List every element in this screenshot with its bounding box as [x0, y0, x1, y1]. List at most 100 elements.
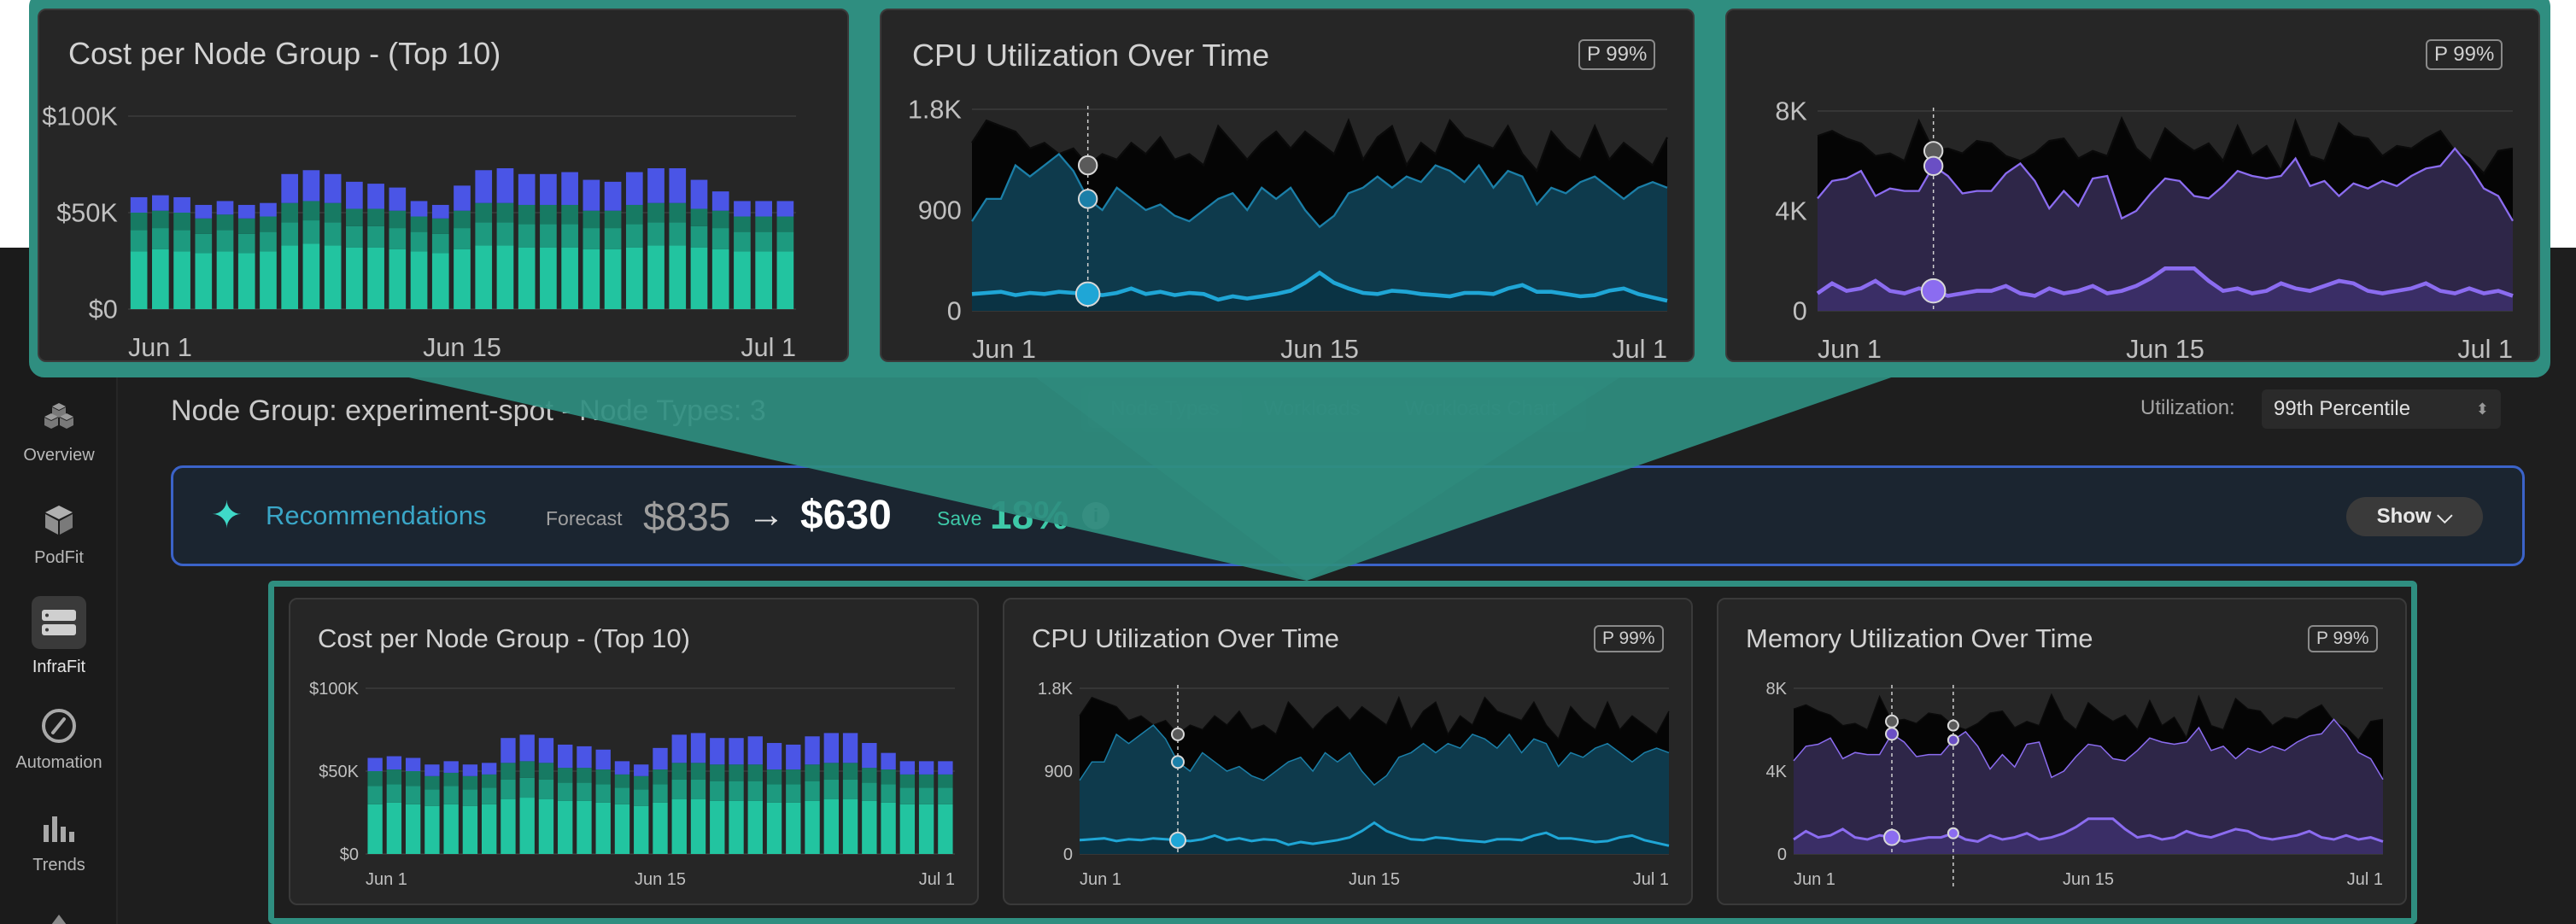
x-tick-label: Jul 1 — [1612, 335, 1667, 362]
bar — [216, 230, 234, 252]
series-area — [1080, 725, 1669, 854]
bar — [729, 764, 744, 781]
bar — [938, 787, 953, 804]
bar — [237, 204, 255, 219]
bar — [669, 245, 687, 309]
bar — [595, 749, 611, 770]
cursor-dot — [1077, 189, 1098, 209]
info-icon[interactable]: i — [1082, 502, 1109, 529]
bar — [595, 769, 611, 785]
recommendations-bar: ✦ Recommendations Forecast $835 → $630 S… — [171, 465, 2525, 566]
bar — [443, 804, 459, 854]
bar — [755, 216, 772, 232]
nav-item-podfit[interactable]: PodFit — [0, 502, 118, 568]
bar — [786, 802, 801, 854]
cubes-icon — [38, 400, 79, 437]
bar — [690, 208, 708, 226]
panel-title: CPU Utilization Over Time — [912, 38, 1270, 73]
bar — [653, 747, 668, 770]
x-tick-label: Jun 15 — [2126, 335, 2204, 362]
bar — [389, 249, 407, 309]
bar — [152, 228, 169, 249]
cost-chart: $0 $50K $100K Jun 1 Jun 15 Jul 1 — [309, 680, 955, 889]
bar — [496, 202, 514, 223]
bar — [324, 202, 342, 223]
bar — [755, 201, 772, 217]
bar — [475, 222, 493, 246]
bar — [237, 253, 255, 309]
bar — [424, 764, 440, 776]
bar — [367, 247, 384, 309]
bar — [595, 784, 611, 803]
nav-more-icon[interactable] — [51, 914, 67, 924]
bar — [481, 774, 497, 788]
bar — [501, 779, 516, 799]
bar — [518, 224, 536, 248]
chevron-down-icon: ⌵ — [2437, 505, 2453, 528]
y-tick-label: $50K — [319, 763, 359, 781]
nav-item-overview[interactable]: Overview — [0, 400, 118, 465]
bar — [367, 786, 383, 804]
bar — [634, 764, 649, 776]
bar — [842, 798, 858, 854]
bar — [152, 210, 169, 229]
bar — [324, 245, 342, 309]
tab-workloads-chart[interactable]: Workloads Chart — [1404, 397, 1557, 420]
y-tick-label: 8K — [1766, 680, 1788, 699]
bar — [577, 768, 592, 783]
y-tick-label: $0 — [340, 845, 359, 864]
bar — [431, 218, 449, 234]
bar — [481, 804, 497, 854]
utilization-select[interactable]: 99th Percentile ⬍ — [2262, 389, 2501, 429]
bar — [669, 222, 687, 246]
bar — [710, 781, 725, 801]
bar — [443, 772, 459, 787]
bar — [938, 804, 953, 854]
bar — [577, 800, 592, 854]
cursor-dot — [1947, 827, 1959, 839]
bar — [734, 201, 751, 217]
bar — [842, 763, 858, 780]
bar — [281, 202, 299, 223]
tab-node-types[interactable]: Node Types — [1088, 390, 1242, 428]
bar — [747, 764, 763, 781]
bar — [260, 251, 277, 309]
bar — [389, 210, 407, 229]
bar — [281, 173, 299, 203]
bar — [405, 771, 421, 787]
tab-workloads[interactable]: Workloads — [1263, 397, 1361, 420]
cursor-dot — [1883, 828, 1900, 846]
bar — [367, 225, 384, 248]
nav-item-trends[interactable]: Trends — [0, 810, 118, 875]
bar — [823, 779, 840, 799]
bar — [671, 798, 687, 854]
bar — [281, 245, 299, 309]
bar — [443, 786, 459, 804]
bar — [823, 798, 840, 854]
utilization-label: Utilization: — [2140, 396, 2235, 419]
bar — [766, 743, 782, 770]
y-tick-label: 0 — [1777, 845, 1787, 864]
bar — [346, 247, 363, 309]
bar — [899, 774, 916, 788]
cursor-dot — [1171, 727, 1185, 741]
x-tick-label: Jul 1 — [741, 333, 796, 362]
bar — [583, 179, 600, 211]
bar — [173, 251, 190, 309]
bar — [302, 170, 320, 202]
bar — [918, 761, 934, 775]
nav-item-infrafit[interactable]: InfraFit — [0, 596, 118, 677]
bar — [710, 800, 725, 854]
bar — [776, 201, 794, 217]
bar — [881, 784, 896, 803]
bar — [216, 201, 234, 215]
forecast-from: $835 — [643, 494, 731, 539]
bar — [346, 181, 363, 209]
bar — [475, 202, 493, 223]
highlight-frame — [268, 581, 2417, 924]
bar — [729, 781, 744, 801]
show-button[interactable]: Show ⌵ — [2346, 497, 2483, 536]
series-area — [972, 272, 1667, 311]
nav-item-automation[interactable]: Automation — [0, 707, 118, 773]
bar — [260, 231, 277, 252]
